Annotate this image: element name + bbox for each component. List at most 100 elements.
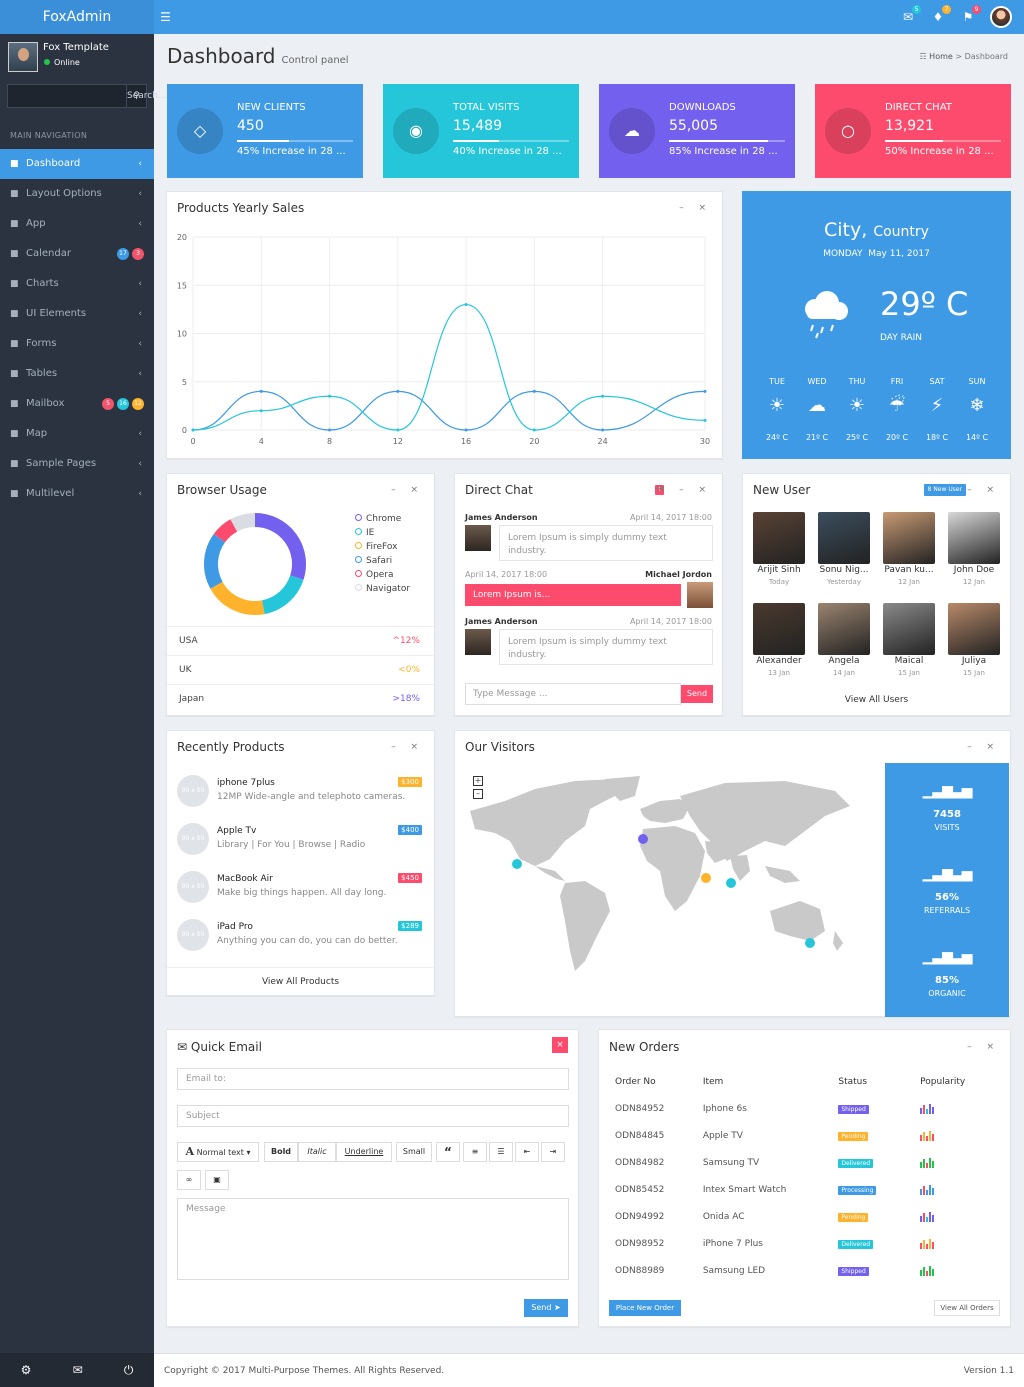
user-photo[interactable]: [948, 603, 1000, 655]
order-number[interactable]: ODN94992: [615, 1211, 665, 1222]
sparkline-bar: [932, 1187, 935, 1195]
card-tools[interactable]: – ×: [967, 742, 1000, 752]
card-tools[interactable]: – ×: [967, 1042, 1000, 1052]
sidebar-item-tables[interactable]: ■ Tables ‹: [0, 359, 154, 389]
flag-icon[interactable]: ⚑ 9: [960, 5, 981, 27]
menu-toggle-icon[interactable]: ☰: [160, 10, 171, 24]
link-icon[interactable]: ∞: [177, 1170, 201, 1190]
sidebar-badge: 3: [132, 248, 144, 260]
card-tools[interactable]: ✉ – ×: [656, 485, 712, 495]
user-name[interactable]: Sonu Nig...: [819, 565, 869, 575]
user-photo[interactable]: [818, 512, 870, 564]
small-button[interactable]: Small: [396, 1142, 432, 1162]
bell-icon[interactable]: ♦ 7: [930, 5, 951, 27]
italic-button[interactable]: Italic: [298, 1142, 336, 1162]
user-name[interactable]: Maical: [894, 656, 924, 666]
product-name[interactable]: iphone 7plus: [217, 778, 275, 788]
map-zoom-in-button[interactable]: +: [473, 776, 483, 786]
bold-button[interactable]: Bold: [264, 1142, 298, 1162]
table-row[interactable]: ODN84952 Iphone 6s Shipped: [615, 1095, 1000, 1122]
search-icon[interactable]: ⚲: [126, 85, 146, 107]
breadcrumb-home[interactable]: Home: [929, 52, 953, 61]
sidebar-item-mailbox[interactable]: ■ Mailbox 5 16 12: [0, 389, 154, 419]
product-name[interactable]: iPad Pro: [217, 922, 253, 932]
user-avatar[interactable]: [990, 6, 1012, 28]
product-name[interactable]: Apple Tv: [217, 826, 257, 836]
underline-button[interactable]: Underline: [336, 1142, 392, 1162]
unordered-list-icon[interactable]: ≡: [463, 1142, 487, 1162]
series-line-0: [192, 390, 706, 431]
send-email-button[interactable]: Send ➤: [524, 1299, 568, 1317]
weather-country: Country: [873, 224, 929, 240]
donut-slice-opera: [213, 519, 238, 543]
table-row[interactable]: ODN84845 Apple TV Pending: [615, 1122, 1000, 1149]
table-row[interactable]: ODN98952 iPhone 7 Plus Delivered: [615, 1230, 1000, 1257]
sidebar-item-dashboard[interactable]: ■ Dashboard ‹: [0, 149, 154, 179]
user-photo[interactable]: [948, 512, 1000, 564]
sidebar-item-layout-options[interactable]: ■ Layout Options ‹: [0, 179, 154, 209]
indent-icon[interactable]: ⇥: [541, 1142, 565, 1162]
order-number[interactable]: ODN84845: [615, 1130, 665, 1141]
chat-input[interactable]: Type Message ...: [465, 683, 681, 705]
table-row[interactable]: ODN84982 Samsung TV Delivered: [615, 1149, 1000, 1176]
card-tools[interactable]: – ×: [391, 742, 424, 752]
sidebar-item-multilevel[interactable]: ■ Multilevel ‹: [0, 479, 154, 509]
text-style-dropdown[interactable]: A Normal text ▾: [177, 1142, 259, 1162]
place-new-order-button[interactable]: Place New Order: [609, 1300, 681, 1316]
card-tools[interactable]: – ×: [679, 203, 712, 213]
order-number[interactable]: ODN84982: [615, 1157, 665, 1168]
ordered-list-icon[interactable]: ☰: [489, 1142, 513, 1162]
view-all-users-link[interactable]: View All Users: [844, 695, 909, 705]
table-row[interactable]: ODN94992 Onida AC Pending: [615, 1203, 1000, 1230]
stat-progress-fill: [669, 140, 768, 142]
sidebar-item-forms[interactable]: ■ Forms ‹: [0, 329, 154, 359]
table-row[interactable]: ODN85452 Intex Smart Watch Processing: [615, 1176, 1000, 1203]
view-all-orders-button[interactable]: View All Orders: [934, 1300, 1000, 1316]
user-name[interactable]: Angela: [828, 656, 860, 666]
image-icon[interactable]: ▣: [205, 1170, 229, 1190]
user-photo[interactable]: [818, 603, 870, 655]
sparkline-bar: [923, 1131, 926, 1141]
sidebar-search-input[interactable]: Search... ⚲: [7, 84, 167, 108]
email-message-field[interactable]: Message: [177, 1198, 569, 1280]
chat-send-button[interactable]: Send: [681, 685, 713, 703]
user-name[interactable]: Pavan ku...: [884, 565, 934, 575]
user-name[interactable]: John Doe: [953, 565, 995, 575]
email-subject-field[interactable]: Subject: [177, 1105, 569, 1127]
map-zoom-out-button[interactable]: –: [473, 789, 483, 799]
user-photo[interactable]: [753, 603, 805, 655]
order-number[interactable]: ODN85452: [615, 1184, 665, 1195]
user-name[interactable]: Juliya: [961, 656, 987, 666]
sidebar-item-calendar[interactable]: ■ Calendar 17 3: [0, 239, 154, 269]
sidebar-item-label: Dashboard: [26, 158, 81, 169]
messages-icon[interactable]: ✉ 5: [900, 5, 921, 27]
user-name[interactable]: Alexander: [756, 656, 802, 666]
sidebar-item-ui-elements[interactable]: ■ UI Elements ‹: [0, 299, 154, 329]
mail-icon[interactable]: ✉: [72, 1363, 83, 1377]
settings-icon[interactable]: ⚙: [20, 1363, 32, 1377]
sidebar-item-sample-pages[interactable]: ■ Sample Pages ‹: [0, 449, 154, 479]
user-photo[interactable]: [883, 603, 935, 655]
outdent-icon[interactable]: ⇤: [515, 1142, 539, 1162]
order-number[interactable]: ODN88989: [615, 1265, 665, 1276]
order-number[interactable]: ODN98952: [615, 1238, 665, 1249]
sidebar-item-map[interactable]: ■ Map ‹: [0, 419, 154, 449]
stat-progress-fill: [453, 140, 500, 142]
card-tools[interactable]: – ×: [967, 485, 1000, 495]
user-photo[interactable]: [883, 512, 935, 564]
user-photo[interactable]: [753, 512, 805, 564]
product-name[interactable]: MacBook Air: [217, 874, 273, 884]
card-tools[interactable]: – ×: [391, 485, 424, 495]
email-to-field[interactable]: Email to:: [177, 1068, 569, 1090]
order-number[interactable]: ODN84952: [615, 1103, 665, 1114]
sidebar-item-app[interactable]: ■ App ‹: [0, 209, 154, 239]
sidebar-item-charts[interactable]: ■ Charts ‹: [0, 269, 154, 299]
user-name[interactable]: Arijit Sinh: [757, 565, 801, 575]
app-logo[interactable]: FoxAdmin: [0, 0, 154, 34]
power-icon[interactable]: ⏻: [123, 1362, 134, 1377]
close-icon[interactable]: ×: [552, 1037, 568, 1053]
table-row[interactable]: ODN88989 Samsung LED Shipped: [615, 1257, 1000, 1284]
world-map[interactable]: [465, 771, 865, 981]
quote-icon[interactable]: “: [436, 1142, 460, 1162]
view-all-products-link[interactable]: View All Products: [167, 967, 434, 996]
